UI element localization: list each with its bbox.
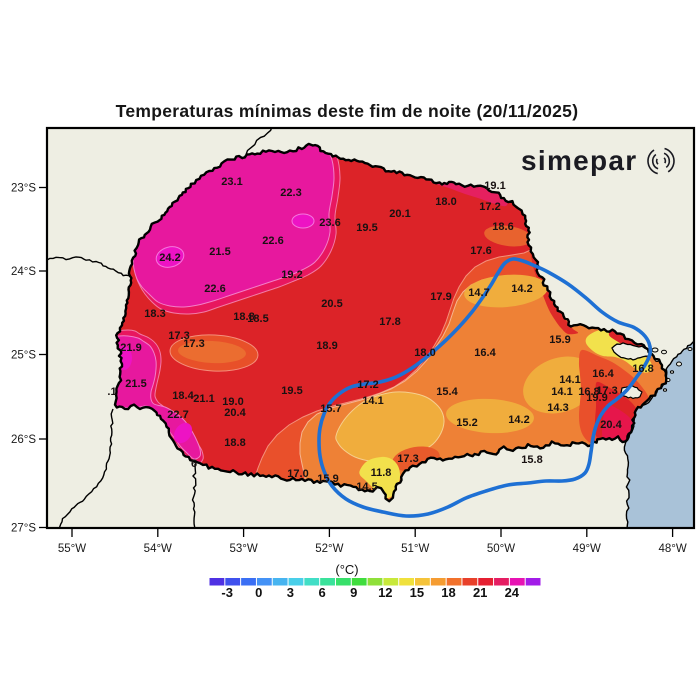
svg-text:48°W: 48°W <box>658 543 686 555</box>
svg-text:17.3: 17.3 <box>168 330 189 342</box>
svg-text:3: 3 <box>287 585 294 600</box>
svg-text:21.5: 21.5 <box>125 378 146 390</box>
svg-text:22.6: 22.6 <box>262 235 283 247</box>
svg-text:20.4: 20.4 <box>600 419 622 431</box>
svg-text:21.9: 21.9 <box>120 342 141 354</box>
svg-text:19.5: 19.5 <box>356 222 377 234</box>
svg-text:15.4: 15.4 <box>436 386 458 398</box>
svg-text:17.2: 17.2 <box>479 201 500 213</box>
svg-text:23.6: 23.6 <box>319 217 340 229</box>
svg-text:Temperaturas mínimas deste fim: Temperaturas mínimas deste fim de noite … <box>116 101 579 121</box>
svg-text:14.1: 14.1 <box>362 395 383 407</box>
svg-text:15.8: 15.8 <box>521 454 542 466</box>
svg-text:17.2: 17.2 <box>357 379 378 391</box>
svg-text:19.1: 19.1 <box>484 180 505 192</box>
svg-text:18.3: 18.3 <box>144 308 165 320</box>
svg-text:18.5: 18.5 <box>247 313 268 325</box>
svg-text:19.5: 19.5 <box>281 385 302 397</box>
svg-text:17.3: 17.3 <box>183 338 204 350</box>
svg-text:19.9: 19.9 <box>586 392 607 404</box>
svg-text:22.6: 22.6 <box>204 283 225 295</box>
svg-text:22.7: 22.7 <box>167 409 188 421</box>
svg-text:22.3: 22.3 <box>280 187 301 199</box>
svg-text:23.1: 23.1 <box>221 176 242 188</box>
svg-text:53°W: 53°W <box>229 543 257 555</box>
svg-text:16.4: 16.4 <box>474 347 496 359</box>
svg-text:17.3: 17.3 <box>596 385 617 397</box>
svg-text:49°W: 49°W <box>573 543 601 555</box>
svg-text:24.2: 24.2 <box>159 252 180 264</box>
svg-text:20.4: 20.4 <box>224 407 246 419</box>
svg-text:15.9: 15.9 <box>317 473 338 485</box>
svg-text:26°S: 26°S <box>11 434 36 446</box>
svg-text:17.9: 17.9 <box>430 291 451 303</box>
svg-text:16.8: 16.8 <box>632 363 653 375</box>
svg-text:6: 6 <box>191 458 197 470</box>
svg-text:21.1: 21.1 <box>193 393 214 405</box>
svg-text:52°W: 52°W <box>315 543 343 555</box>
svg-text:12: 12 <box>378 585 392 600</box>
svg-text:54°W: 54°W <box>144 543 172 555</box>
svg-text:15.2: 15.2 <box>456 417 477 429</box>
svg-text:14.2: 14.2 <box>508 414 529 426</box>
svg-text:18.0: 18.0 <box>435 196 456 208</box>
svg-text:.1: .1 <box>107 386 116 398</box>
svg-text:16.4: 16.4 <box>592 368 614 380</box>
svg-text:17.0: 17.0 <box>287 468 308 480</box>
svg-text:50°W: 50°W <box>487 543 515 555</box>
svg-text:19.2: 19.2 <box>281 269 302 281</box>
svg-text:14.1: 14.1 <box>559 374 580 386</box>
svg-text:27°S: 27°S <box>11 523 36 535</box>
svg-text:24°S: 24°S <box>11 266 36 278</box>
svg-text:19.0: 19.0 <box>222 396 243 408</box>
svg-text:17.6: 17.6 <box>470 245 491 257</box>
svg-text:21: 21 <box>473 585 487 600</box>
svg-text:18.6: 18.6 <box>492 221 513 233</box>
svg-text:55°W: 55°W <box>58 543 86 555</box>
svg-text:51°W: 51°W <box>401 543 429 555</box>
svg-text:14.2: 14.2 <box>511 283 532 295</box>
svg-text:18.4: 18.4 <box>172 390 194 402</box>
svg-text:23°S: 23°S <box>11 183 36 195</box>
svg-text:18.8: 18.8 <box>233 311 254 323</box>
svg-text:18: 18 <box>441 585 455 600</box>
svg-text:14.3: 14.3 <box>547 402 568 414</box>
svg-text:9: 9 <box>350 585 357 600</box>
svg-text:14.5: 14.5 <box>356 481 377 493</box>
svg-text:-3: -3 <box>221 585 233 600</box>
svg-text:15.9: 15.9 <box>549 334 570 346</box>
svg-text:16.8: 16.8 <box>578 386 599 398</box>
svg-text:17.3: 17.3 <box>397 453 418 465</box>
svg-text:18.9: 18.9 <box>316 340 337 352</box>
svg-text:24: 24 <box>505 585 520 600</box>
svg-text:11.8: 11.8 <box>371 467 392 479</box>
svg-text:15.7: 15.7 <box>320 403 341 415</box>
svg-text:25°S: 25°S <box>11 350 36 362</box>
svg-text:(°C): (°C) <box>335 562 358 577</box>
svg-text:20.1: 20.1 <box>389 208 410 220</box>
svg-text:14.7: 14.7 <box>468 287 489 299</box>
svg-text:0: 0 <box>255 585 262 600</box>
svg-text:20.5: 20.5 <box>321 298 342 310</box>
svg-text:14.1: 14.1 <box>551 386 572 398</box>
svg-text:18.8: 18.8 <box>224 437 245 449</box>
svg-text:17.8: 17.8 <box>379 316 400 328</box>
svg-text:6: 6 <box>318 585 325 600</box>
svg-text:21.5: 21.5 <box>209 246 230 258</box>
svg-text:simepar: simepar <box>521 145 638 176</box>
svg-text:15: 15 <box>410 585 424 600</box>
svg-text:18.0: 18.0 <box>414 347 435 359</box>
